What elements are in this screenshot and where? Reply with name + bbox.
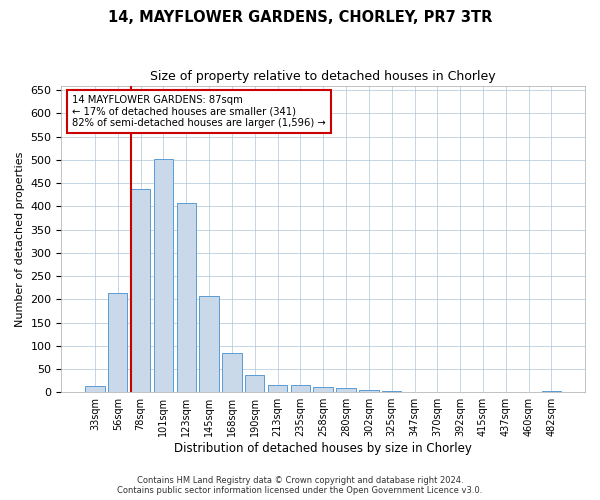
Bar	[542, 391, 561, 392]
Bar	[199, 296, 219, 392]
Text: 14 MAYFLOWER GARDENS: 87sqm
← 17% of detached houses are smaller (341)
82% of se: 14 MAYFLOWER GARDENS: 87sqm ← 17% of det…	[72, 95, 326, 128]
Bar	[245, 374, 265, 392]
Title: Size of property relative to detached houses in Chorley: Size of property relative to detached ho…	[151, 70, 496, 83]
Bar	[108, 293, 127, 392]
Bar	[131, 189, 150, 392]
Bar	[359, 390, 379, 392]
Bar	[154, 158, 173, 392]
Bar	[222, 353, 242, 392]
Bar	[268, 385, 287, 392]
Bar	[290, 385, 310, 392]
Text: Contains HM Land Registry data © Crown copyright and database right 2024.
Contai: Contains HM Land Registry data © Crown c…	[118, 476, 482, 495]
Bar	[313, 387, 333, 392]
X-axis label: Distribution of detached houses by size in Chorley: Distribution of detached houses by size …	[174, 442, 472, 455]
Y-axis label: Number of detached properties: Number of detached properties	[15, 151, 25, 326]
Bar	[176, 202, 196, 392]
Text: 14, MAYFLOWER GARDENS, CHORLEY, PR7 3TR: 14, MAYFLOWER GARDENS, CHORLEY, PR7 3TR	[108, 10, 492, 25]
Bar	[85, 386, 104, 392]
Bar	[337, 388, 356, 392]
